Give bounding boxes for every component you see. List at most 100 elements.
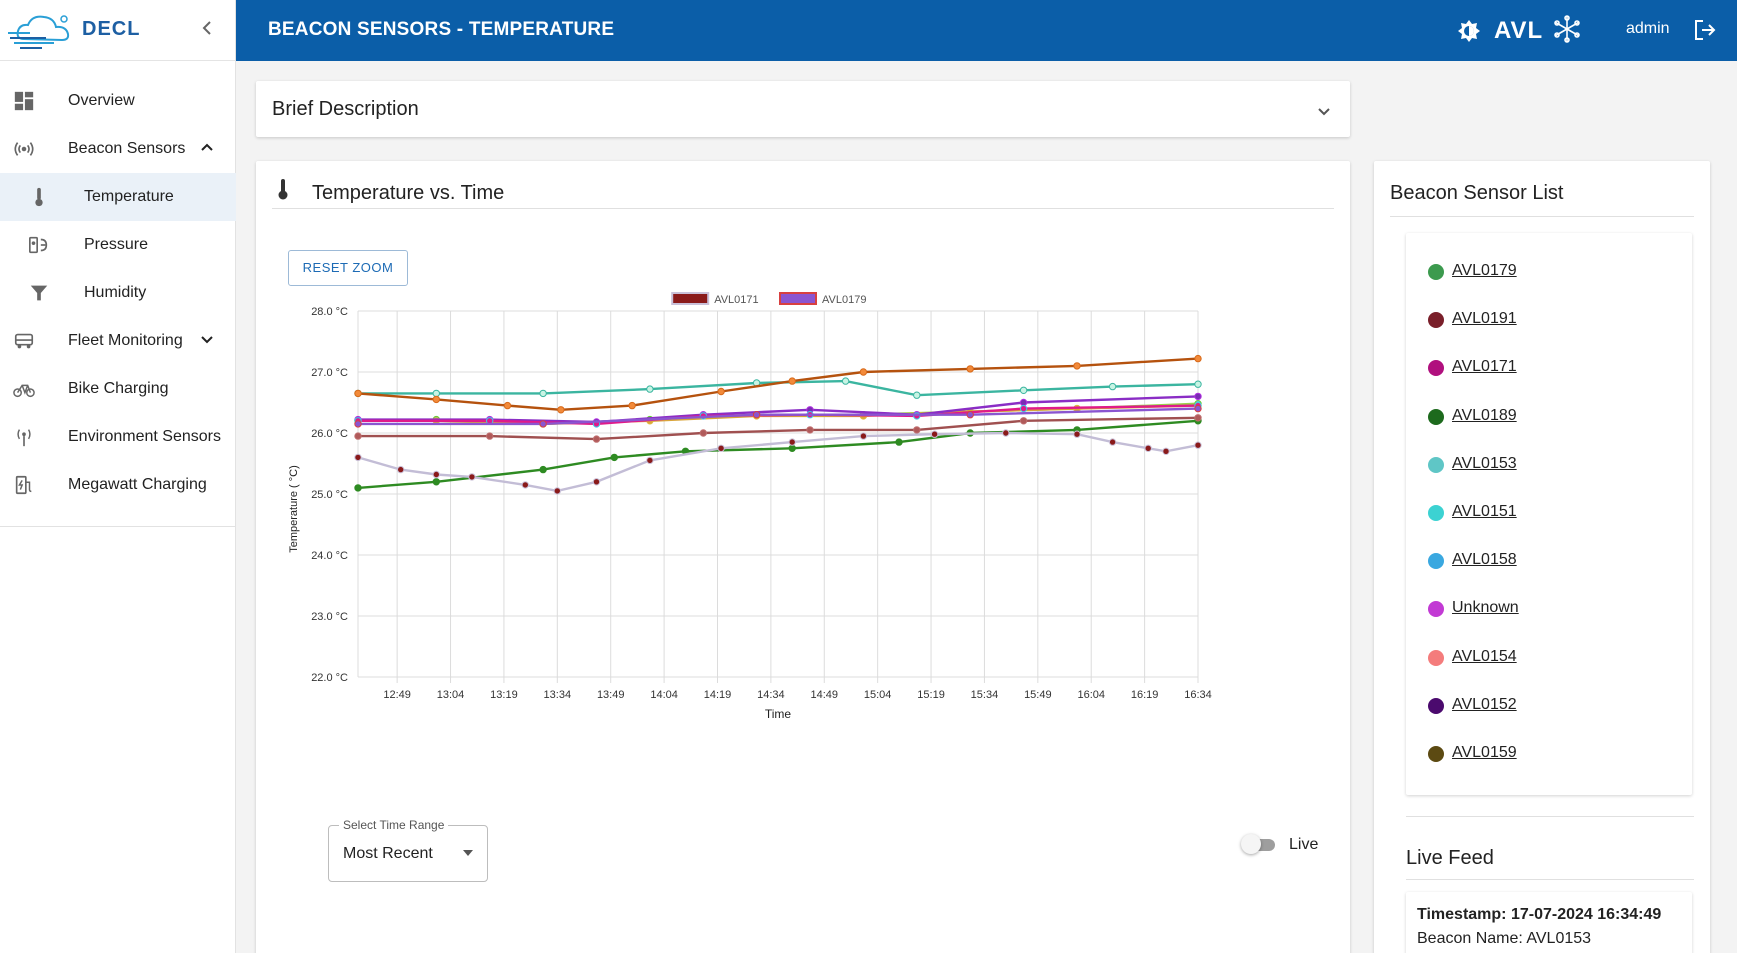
sidebar-item-overview[interactable]: Overview <box>0 77 236 125</box>
temperature-chart-card: Temperature vs. Time RESET ZOOM 22.0 °C 2… <box>256 161 1350 953</box>
sensor-link[interactable]: AVL0179 <box>1452 262 1517 279</box>
avl-logo-text: AVL <box>1494 17 1544 44</box>
data-point <box>468 473 476 481</box>
time-range-value: Most Recent <box>343 845 433 862</box>
sensor-link[interactable]: AVL0153 <box>1452 454 1517 472</box>
reset-zoom-button[interactable]: RESET ZOOM <box>288 250 408 286</box>
user-name[interactable]: admin <box>1626 20 1670 37</box>
sensor-link[interactable]: AVL0171 <box>1452 358 1517 376</box>
sensor-color-dot <box>1428 697 1444 714</box>
data-point <box>1194 354 1202 363</box>
sidebar-item-label: Bike Charging <box>68 380 169 397</box>
sensor-link[interactable]: AVL0154 <box>1452 647 1517 665</box>
data-point <box>859 368 868 376</box>
sidebar-item-environment-sensors[interactable]: Environment Sensors <box>0 413 236 461</box>
data-point <box>354 484 362 492</box>
sensor-link[interactable]: AVL0158 <box>1452 551 1517 569</box>
brand-name: DECL <box>82 18 141 40</box>
sidebar-item-pressure[interactable]: Pressure <box>0 221 236 269</box>
data-point <box>1194 380 1202 388</box>
data-point <box>895 438 903 446</box>
temperature-line-chart[interactable]: 22.0 °C 23.0 °C 24.0 °C 25.0 °C 26.0 °C 27.0 … <box>272 291 1334 811</box>
legend-swatch <box>671 292 710 305</box>
live-label: Live <box>1289 836 1319 853</box>
y-tick-label: 22.0 °C <box>311 672 348 684</box>
data-point <box>859 432 868 440</box>
data-point <box>354 453 362 462</box>
data-point <box>1194 414 1202 422</box>
data-point <box>1144 444 1152 453</box>
brief-description-accordion[interactable]: Brief Description <box>256 81 1350 137</box>
sidebar-item-label: Overview <box>68 92 135 109</box>
live-toggle[interactable] <box>1241 834 1277 854</box>
sidebar-item-humidity[interactable]: Humidity <box>0 269 236 317</box>
sidebar-nav: Overview Beacon Sensors Temperature Pres… <box>0 77 236 509</box>
sensor-list-item: AVL0191 <box>1428 307 1668 331</box>
sidebar-item-temperature[interactable]: Temperature <box>0 173 236 221</box>
data-point <box>432 389 441 398</box>
sensor-list-item: AVL0158 <box>1428 548 1668 572</box>
sensor-list-title: Beacon Sensor List <box>1390 182 1564 204</box>
broadcast-icon <box>14 142 34 156</box>
expand-chevron-icon[interactable] <box>1314 101 1334 121</box>
sensor-link[interactable]: Unknown <box>1452 599 1519 617</box>
data-point <box>1019 386 1028 395</box>
sensor-link[interactable]: AVL0151 <box>1452 503 1517 520</box>
sidebar-divider <box>0 526 236 527</box>
data-point <box>1019 398 1028 407</box>
logout-icon[interactable] <box>1692 17 1718 43</box>
page-title: BEACON SENSORS - TEMPERATURE <box>268 19 615 40</box>
sensor-list-item: AVL0152 <box>1428 693 1668 717</box>
brand: DECL <box>0 0 236 61</box>
sensor-list-item: AVL0153 <box>1428 452 1668 476</box>
series-line <box>357 357 1199 412</box>
collapse-sidebar-button[interactable] <box>196 16 220 40</box>
data-point <box>841 377 850 385</box>
sensor-link[interactable]: AVL0191 <box>1452 310 1517 328</box>
data-point <box>966 411 974 419</box>
sidebar-item-megawatt-charging[interactable]: Megawatt Charging <box>0 461 236 509</box>
data-point <box>913 391 921 399</box>
sidebar-item-bike-charging[interactable]: Bike Charging <box>0 365 236 413</box>
series-line <box>358 379 1199 397</box>
y-tick-label: 23.0 °C <box>311 611 348 623</box>
sidebar-item-label: Beacon Sensors <box>68 140 186 157</box>
sidebar-item-label: Environment Sensors <box>68 428 221 445</box>
data-point <box>1002 429 1010 437</box>
sidebar-item-beacon-sensors[interactable]: Beacon Sensors <box>0 125 236 173</box>
brief-description-title: Brief Description <box>272 98 419 120</box>
sensor-color-dot <box>1428 746 1444 762</box>
sidebar-item-label: Pressure <box>84 236 149 253</box>
live-feed-title: Live Feed <box>1406 847 1494 869</box>
thermometer-icon <box>35 187 43 207</box>
series-line <box>358 416 1199 441</box>
data-point <box>486 432 494 440</box>
data-point <box>1194 441 1202 449</box>
time-range-select[interactable]: Select Time Range Most Recent <box>328 818 488 882</box>
data-point <box>788 438 796 446</box>
dashboard-icon <box>14 91 34 111</box>
sidebar-item-fleet-monitoring[interactable]: Fleet Monitoring <box>0 317 236 365</box>
gauge-icon <box>29 236 48 254</box>
data-point <box>610 453 618 462</box>
y-tick-label: 25.0 °C <box>311 489 348 501</box>
x-tick-label: 14:04 <box>650 689 678 701</box>
cloud-logo-icon <box>8 15 70 49</box>
sidebar-item-label: Megawatt Charging <box>68 476 207 493</box>
sensor-link[interactable]: AVL0189 <box>1452 406 1517 424</box>
data-point <box>966 365 974 373</box>
data-point <box>1073 362 1081 370</box>
data-point <box>1108 438 1117 446</box>
data-point <box>752 411 761 419</box>
sensor-link[interactable]: AVL0152 <box>1452 695 1517 713</box>
data-point <box>646 385 654 393</box>
sidebar: DECL Overview Beacon Sensors Temperature <box>0 0 236 953</box>
title-divider <box>272 208 1334 209</box>
sensor-color-dot <box>1428 312 1444 329</box>
thermometer-icon <box>278 179 288 200</box>
antenna-icon <box>17 429 31 447</box>
data-point <box>717 387 725 396</box>
sensor-link[interactable]: AVL0159 <box>1452 744 1517 761</box>
brightness-toggle-icon[interactable] <box>1456 18 1482 44</box>
data-point <box>1162 447 1170 456</box>
